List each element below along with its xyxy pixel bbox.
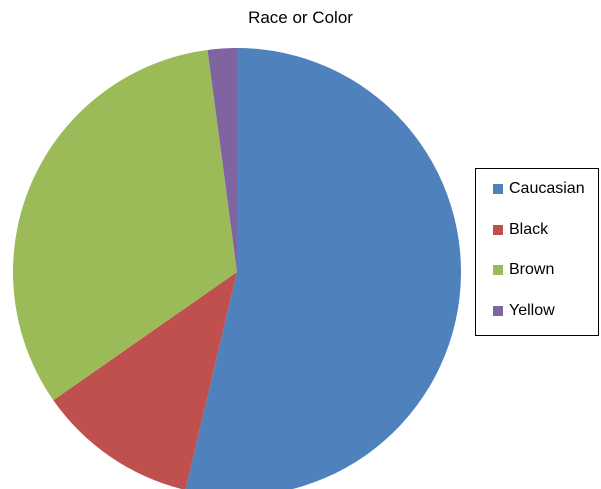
chart-title: Race or Color [248, 8, 353, 27]
legend: Caucasian Black Brown Yellow [475, 168, 599, 336]
pie-slice-black [53, 272, 237, 489]
pie-slice-brown [13, 49, 237, 401]
legend-label-black: Black [509, 220, 549, 238]
legend-swatch-black [493, 224, 503, 235]
pie-slice-caucasian [185, 48, 461, 489]
legend-item-yellow: Yellow [493, 301, 598, 342]
pie-slice-yellow [207, 48, 237, 272]
legend-item-caucasian: Caucasian [493, 179, 598, 220]
legend-item-black: Black [493, 220, 598, 261]
legend-swatch-brown [493, 265, 503, 275]
legend-swatch-yellow [493, 305, 503, 316]
legend-swatch-caucasian [493, 184, 503, 194]
legend-label-brown: Brown [509, 261, 555, 278]
legend-label-caucasian: Caucasian [509, 180, 585, 197]
legend-item-brown: Brown [493, 260, 598, 301]
legend-label-yellow: Yellow [509, 301, 555, 319]
